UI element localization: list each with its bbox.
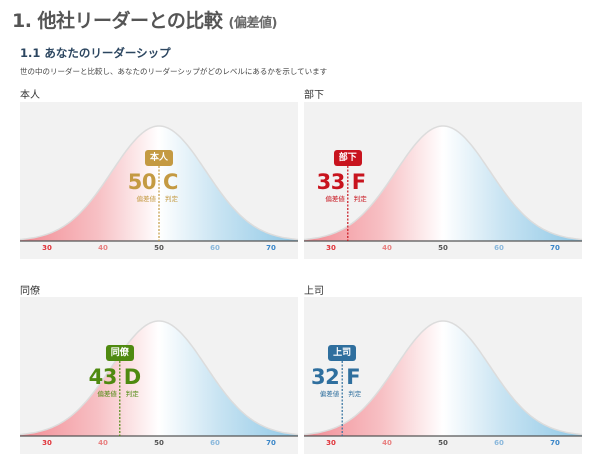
score-grade-subordinate: F (351, 170, 366, 194)
axis-tick-label: 40 (382, 244, 392, 252)
axis-tick-label: 40 (382, 439, 392, 447)
axis-tick-label: 70 (550, 439, 560, 447)
section-description: 世の中のリーダーと比較し、あなたのリーダーシップがどのレベルにあるかを示していま… (20, 67, 328, 76)
bell-curve-outline (304, 125, 582, 241)
axis-tick-label: 50 (154, 244, 164, 252)
axis-tick-label: 60 (210, 244, 220, 252)
panel-label-boss: 上司 (304, 286, 324, 297)
badge-peer: 同僚 (105, 345, 134, 361)
score-value-boss: 32 (310, 365, 340, 389)
axis-tick-label: 30 (42, 244, 52, 252)
score-grade-peer: D (123, 365, 141, 389)
value-caption-peer: 偏差値 (97, 390, 117, 398)
value-caption-subordinate: 偏差値 (325, 195, 345, 203)
chart-panel-self: 30 40 50 60 70 本人 50 C 偏差値 判定 (20, 102, 298, 259)
axis-tick-label: 70 (266, 244, 276, 252)
axis-tick-label: 30 (326, 439, 336, 447)
value-caption-boss: 偏差値 (319, 390, 340, 398)
axis-tick-label: 60 (494, 244, 504, 252)
axis-tick-label: 70 (266, 439, 276, 447)
grade-caption-peer: 判定 (125, 390, 139, 398)
bell-curve-outline (20, 320, 298, 436)
page-title-sub: (偏差値) (228, 16, 278, 31)
value-caption-self: 偏差値 (136, 195, 157, 203)
score-grade-boss: F (346, 365, 361, 389)
axis-tick-label: 70 (550, 244, 560, 252)
score-value-peer: 43 (88, 365, 118, 389)
axis-tick-label: 40 (98, 439, 108, 447)
grade-caption-subordinate: 判定 (353, 195, 367, 203)
page-title: 1. 他社リーダーとの比較 (偏差値) (12, 6, 277, 33)
axis-tick-label: 40 (98, 244, 108, 252)
bell-curve-chart: 30 40 50 60 70 (304, 320, 582, 447)
badge-self: 本人 (144, 150, 174, 166)
axis-tick-label: 60 (210, 439, 220, 447)
chart-panel-boss: 30 40 50 60 70 上司 32 F 偏差値 判定 (304, 297, 582, 454)
bell-curve-chart: 30 40 50 60 70 (20, 125, 298, 252)
badge-boss: 上司 (328, 345, 357, 361)
badge-subordinate: 部下 (333, 150, 362, 166)
panel-label-self: 本人 (20, 90, 40, 101)
grade-caption-boss: 判定 (348, 390, 362, 398)
page-title-text: 1. 他社リーダーとの比較 (12, 10, 223, 32)
axis-tick-label: 30 (326, 244, 336, 252)
bell-curve-area (304, 321, 582, 436)
axis-tick-label: 50 (438, 244, 448, 252)
grade-caption-self: 判定 (165, 195, 178, 203)
bell-curve-outline (304, 320, 582, 436)
bell-curve-outline (20, 125, 298, 241)
chart-panel-peer: 30 40 50 60 70 同僚 43 D 偏差値 判定 (20, 297, 298, 454)
bell-curve-area (304, 126, 582, 241)
axis-tick-label: 50 (154, 439, 164, 447)
panel-label-peer: 同僚 (20, 286, 40, 297)
chart-panel-subordinate: 30 40 50 60 70 部下 33 F 偏差値 判定 (304, 102, 582, 259)
axis-tick-label: 50 (438, 439, 448, 447)
axis-tick-label: 30 (42, 439, 52, 447)
bell-curve-chart: 30 40 50 60 70 (304, 125, 582, 252)
score-value-self: 50 (127, 170, 157, 194)
bell-curve-area (20, 321, 298, 436)
section-title: 1.1 あなたのリーダーシップ (20, 46, 171, 60)
bell-curve-chart: 30 40 50 60 70 (20, 320, 298, 447)
score-grade-self: C (163, 170, 178, 194)
panel-label-subordinate: 部下 (304, 90, 324, 101)
score-value-subordinate: 33 (316, 170, 346, 194)
axis-tick-label: 60 (494, 439, 504, 447)
